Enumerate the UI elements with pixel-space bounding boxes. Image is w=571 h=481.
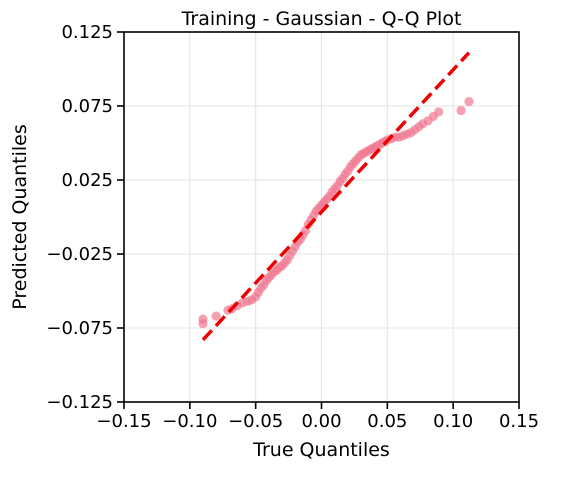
- grid-lines: [123, 31, 520, 403]
- x-tick-label: 0.00: [301, 411, 341, 432]
- chart-title: Training - Gaussian - Q-Q Plot: [181, 8, 462, 30]
- data-point: [211, 311, 221, 321]
- y-tick-label: −0.025: [46, 244, 113, 265]
- y-axis-label: Predicted Quantiles: [9, 124, 31, 310]
- data-point: [198, 318, 208, 329]
- data-point: [456, 105, 466, 116]
- y-tick-label: −0.075: [46, 318, 113, 339]
- x-tick-label: 0.05: [367, 411, 407, 432]
- x-axis-label: True Quantiles: [252, 439, 390, 461]
- x-tick-label: 0.15: [499, 411, 539, 432]
- x-axis-ticks: −0.15 −0.10 −0.05 0.00 0.05 0.10 0.15: [96, 402, 539, 432]
- y-tick-label: −0.125: [46, 392, 113, 413]
- y-tick-label: 0.125: [61, 22, 113, 43]
- x-tick-label: −0.10: [162, 411, 217, 432]
- x-tick-label: 0.10: [433, 411, 473, 432]
- y-tick-label: 0.025: [61, 170, 113, 191]
- x-tick-label: −0.05: [228, 411, 283, 432]
- data-point: [434, 107, 444, 117]
- data-point: [464, 96, 474, 107]
- reference-line: [201, 51, 471, 342]
- scatter-points: [198, 96, 474, 329]
- y-tick-label: 0.075: [61, 96, 113, 117]
- x-tick-label: −0.15: [96, 411, 151, 432]
- y-axis-ticks: −0.125 −0.075 −0.025 0.025 0.075 0.125: [46, 22, 124, 413]
